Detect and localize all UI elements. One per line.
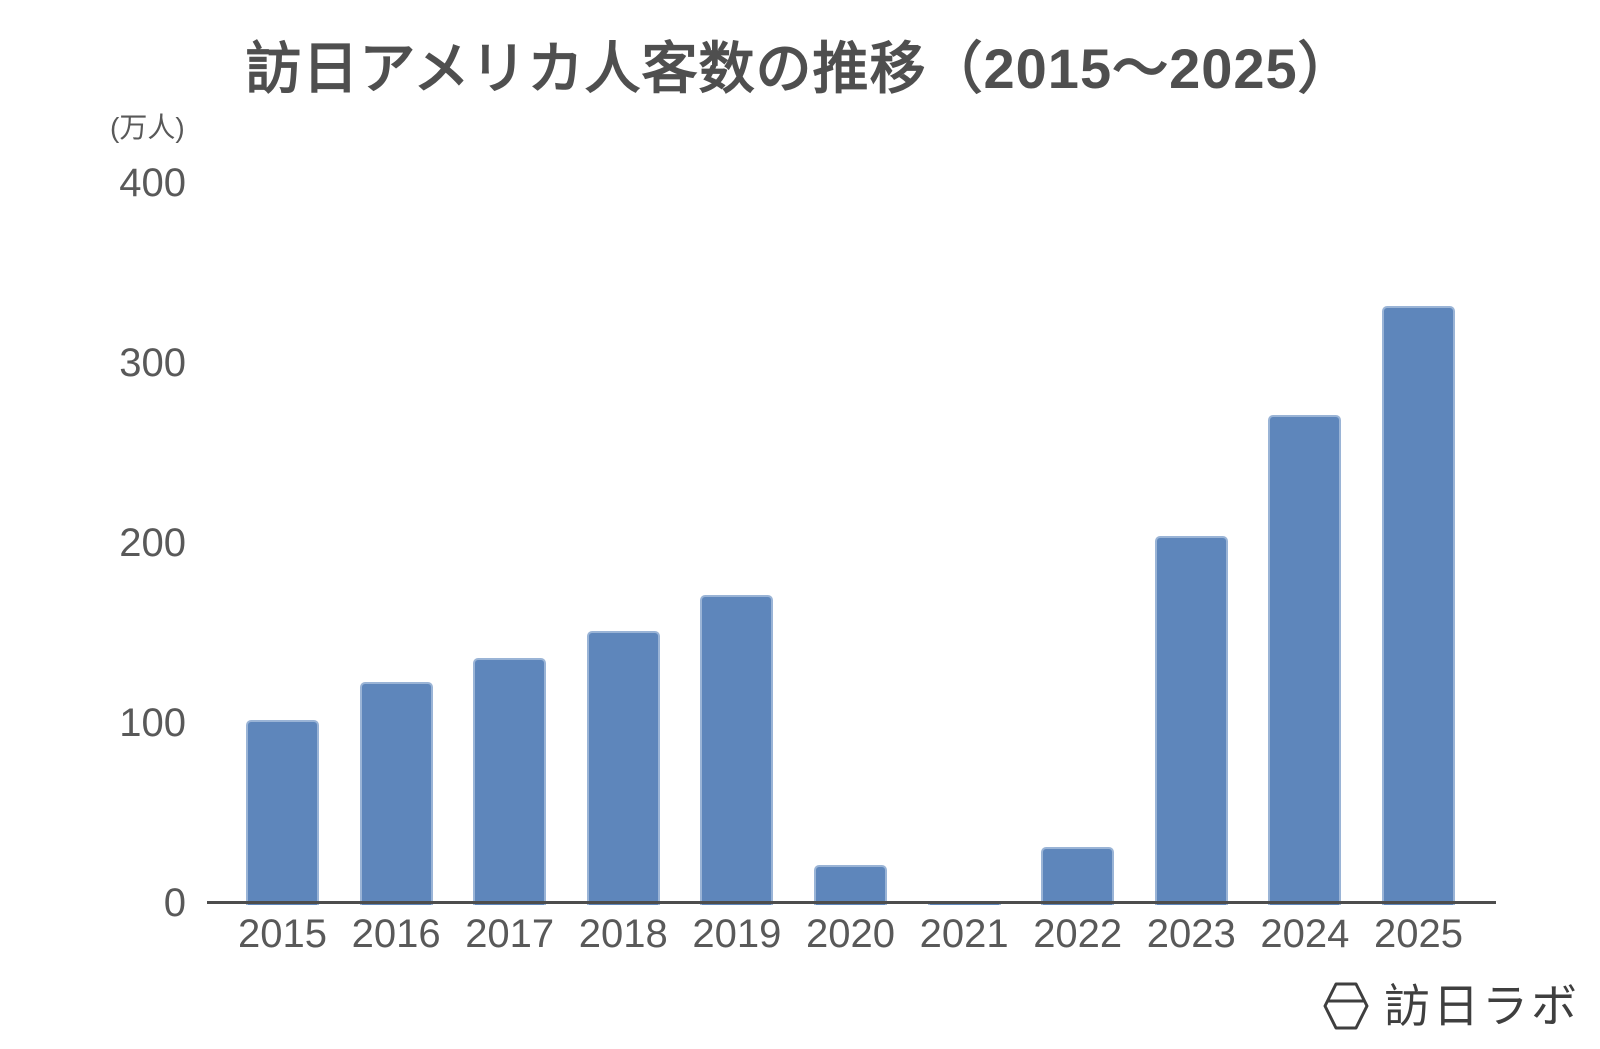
x-tick-label-2019: 2019 xyxy=(692,912,782,956)
x-tick-label-2025: 2025 xyxy=(1374,912,1463,956)
y-axis-unit-label: (万人) xyxy=(110,112,185,143)
bar-2019 xyxy=(700,595,774,905)
y-tick-label-0: 0 xyxy=(163,881,186,925)
y-tick-label-100: 100 xyxy=(119,701,186,745)
bar-2022 xyxy=(1041,847,1115,905)
x-tick-label-2023: 2023 xyxy=(1146,912,1236,956)
x-tick-label-2016: 2016 xyxy=(351,912,441,956)
bar-2015 xyxy=(246,720,319,905)
y-tick-label-400: 400 xyxy=(119,161,186,205)
x-tick-label-2024: 2024 xyxy=(1260,912,1350,956)
x-tick-label-2021: 2021 xyxy=(919,912,1009,956)
bar-2017 xyxy=(473,658,547,905)
hexagon-lantern-icon xyxy=(1323,982,1369,1030)
x-tick-label-2022: 2022 xyxy=(1033,912,1123,956)
x-tick-label-2015: 2015 xyxy=(238,912,327,956)
x-tick-label-2018: 2018 xyxy=(578,912,668,956)
y-tick-label-300: 300 xyxy=(119,341,186,385)
x-tick-label-2020: 2020 xyxy=(806,912,895,956)
bar-2020 xyxy=(814,865,887,905)
logo-text: 訪日ラボ xyxy=(1384,980,1580,1032)
bar-2025 xyxy=(1382,306,1455,905)
bar-2018 xyxy=(586,631,660,905)
bar-2023 xyxy=(1154,536,1228,905)
x-axis-line xyxy=(207,901,1496,904)
bar-2024 xyxy=(1268,415,1342,905)
honichi-lab-logo: 訪日ラボ xyxy=(1322,975,1580,1037)
x-tick-label-2017: 2017 xyxy=(465,912,555,956)
chart-title: 訪日アメリカ人客数の推移（2015〜2025） xyxy=(245,37,1355,100)
y-tick-label-200: 200 xyxy=(119,521,186,565)
bar-2016 xyxy=(359,682,433,905)
